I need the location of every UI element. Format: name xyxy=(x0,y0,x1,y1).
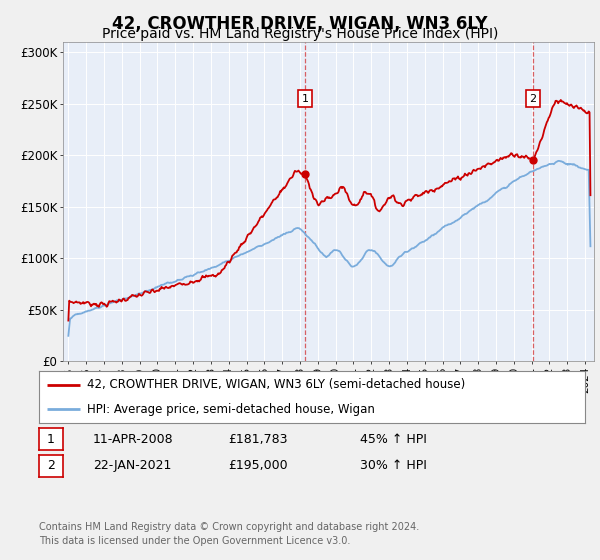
Text: £195,000: £195,000 xyxy=(228,459,287,473)
Text: 1: 1 xyxy=(301,94,308,104)
Text: Contains HM Land Registry data © Crown copyright and database right 2024.
This d: Contains HM Land Registry data © Crown c… xyxy=(39,522,419,546)
Text: 45% ↑ HPI: 45% ↑ HPI xyxy=(360,432,427,446)
Text: HPI: Average price, semi-detached house, Wigan: HPI: Average price, semi-detached house,… xyxy=(87,403,375,416)
Text: 11-APR-2008: 11-APR-2008 xyxy=(93,432,173,446)
Text: 2: 2 xyxy=(529,94,536,104)
Text: 22-JAN-2021: 22-JAN-2021 xyxy=(93,459,172,473)
Text: £181,783: £181,783 xyxy=(228,432,287,446)
Text: 42, CROWTHER DRIVE, WIGAN, WN3 6LY (semi-detached house): 42, CROWTHER DRIVE, WIGAN, WN3 6LY (semi… xyxy=(87,378,465,391)
Text: 30% ↑ HPI: 30% ↑ HPI xyxy=(360,459,427,473)
Text: 2: 2 xyxy=(47,459,55,473)
Text: Price paid vs. HM Land Registry's House Price Index (HPI): Price paid vs. HM Land Registry's House … xyxy=(102,27,498,41)
Text: 1: 1 xyxy=(47,432,55,446)
Text: 42, CROWTHER DRIVE, WIGAN, WN3 6LY: 42, CROWTHER DRIVE, WIGAN, WN3 6LY xyxy=(112,15,488,32)
